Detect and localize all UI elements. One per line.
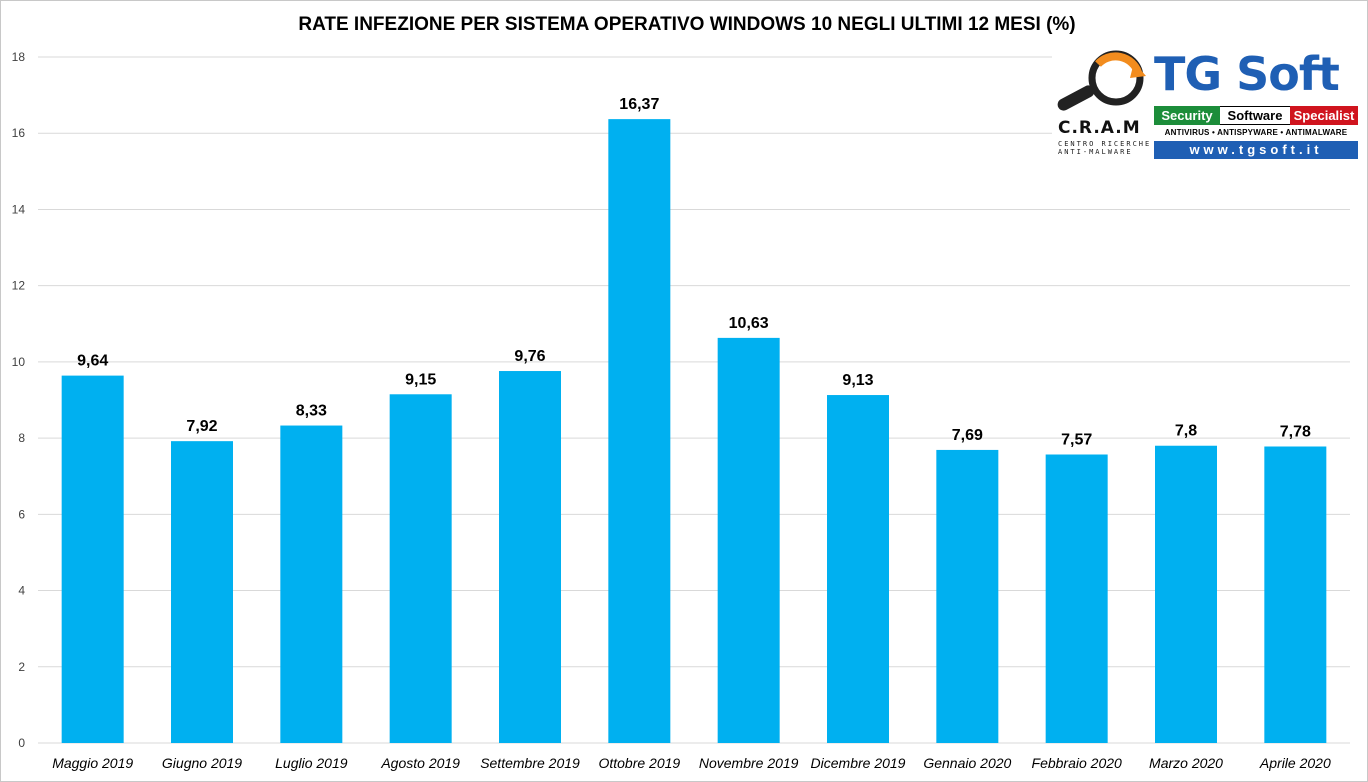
bar bbox=[280, 425, 343, 743]
x-tick-label: Settembre 2019 bbox=[480, 755, 580, 771]
bar bbox=[61, 375, 124, 743]
bar bbox=[608, 119, 671, 744]
y-tick-label: 12 bbox=[12, 279, 26, 293]
y-tick-label: 14 bbox=[12, 202, 26, 216]
y-tick-label: 8 bbox=[18, 431, 25, 445]
data-label: 7,69 bbox=[952, 427, 983, 444]
y-tick-label: 4 bbox=[18, 584, 25, 598]
banner-specialist: Specialist bbox=[1290, 106, 1358, 125]
bars bbox=[61, 119, 1327, 744]
bar bbox=[171, 441, 233, 743]
bar bbox=[499, 371, 561, 743]
logo-banner: Security Software Specialist bbox=[1154, 106, 1358, 125]
data-label: 9,76 bbox=[514, 348, 545, 365]
bar bbox=[1045, 454, 1108, 743]
x-tick-label: Febbraio 2020 bbox=[1032, 755, 1123, 771]
y-tick-label: 6 bbox=[18, 507, 25, 521]
x-tick-label: Agosto 2019 bbox=[380, 755, 460, 771]
x-tick-label: Luglio 2019 bbox=[275, 755, 348, 771]
data-label: 8,33 bbox=[296, 403, 327, 420]
logo-tagline: ANTIVIRUS • ANTISPYWARE • ANTIMALWARE bbox=[1164, 128, 1348, 137]
bar bbox=[1155, 445, 1217, 743]
banner-software: Software bbox=[1220, 106, 1290, 125]
y-tick-label: 18 bbox=[12, 50, 26, 64]
x-tick-label: Novembre 2019 bbox=[699, 755, 799, 771]
cram-name: C.R.A.M bbox=[1058, 118, 1141, 138]
bar bbox=[717, 337, 780, 743]
chart-title: RATE INFEZIONE PER SISTEMA OPERATIVO WIN… bbox=[298, 14, 1076, 35]
magnifier-logo-icon bbox=[1057, 50, 1146, 111]
x-tick-label: Maggio 2019 bbox=[52, 755, 133, 771]
data-label: 7,78 bbox=[1280, 423, 1311, 440]
data-label: 10,63 bbox=[729, 315, 769, 332]
data-label: 9,15 bbox=[405, 371, 436, 388]
gridlines bbox=[38, 56, 1350, 744]
data-label: 16,37 bbox=[619, 96, 659, 113]
bar bbox=[936, 449, 999, 743]
x-tick-label: Ottobre 2019 bbox=[598, 755, 680, 771]
banner-security: Security bbox=[1154, 106, 1220, 125]
tgsoft-logo: TG Soft C.R.A.M CENTRO RICERCHE ANTI-MAL… bbox=[1052, 44, 1360, 164]
data-labels: 9,64 7,92 8,33 9,15 9,76 16,37 10,63 9,13 7,69 7,… bbox=[77, 96, 1311, 448]
bar bbox=[827, 395, 889, 743]
data-label: 9,13 bbox=[842, 372, 873, 389]
data-label: 7,8 bbox=[1175, 423, 1197, 440]
data-label: 7,57 bbox=[1061, 431, 1092, 448]
data-label: 7,92 bbox=[186, 418, 217, 435]
y-tick-label: 10 bbox=[12, 355, 26, 369]
x-tick-label: Gennaio 2020 bbox=[923, 755, 1011, 771]
x-tick-label: Giugno 2019 bbox=[162, 755, 242, 771]
x-axis-ticks: Maggio 2019 Giugno 2019 Luglio 2019 Agosto … bbox=[52, 755, 1331, 771]
x-tick-label: Aprile 2020 bbox=[1259, 755, 1331, 771]
bar bbox=[389, 394, 452, 743]
y-tick-label: 0 bbox=[18, 736, 25, 750]
x-tick-label: Dicembre 2019 bbox=[811, 755, 906, 771]
x-tick-label: Marzo 2020 bbox=[1149, 755, 1223, 771]
y-tick-label: 2 bbox=[18, 660, 25, 674]
y-tick-label: 16 bbox=[12, 126, 26, 140]
data-label: 9,64 bbox=[77, 353, 108, 370]
cram-subtitle: CENTRO RICERCHE ANTI-MALWARE bbox=[1058, 140, 1152, 156]
bar bbox=[1264, 446, 1327, 743]
brand-name: TG Soft bbox=[1154, 47, 1340, 101]
y-axis-ticks: 0 2 4 6 8 10 12 14 16 18 bbox=[12, 50, 26, 750]
logo-url: www.tgsoft.it bbox=[1154, 141, 1358, 159]
